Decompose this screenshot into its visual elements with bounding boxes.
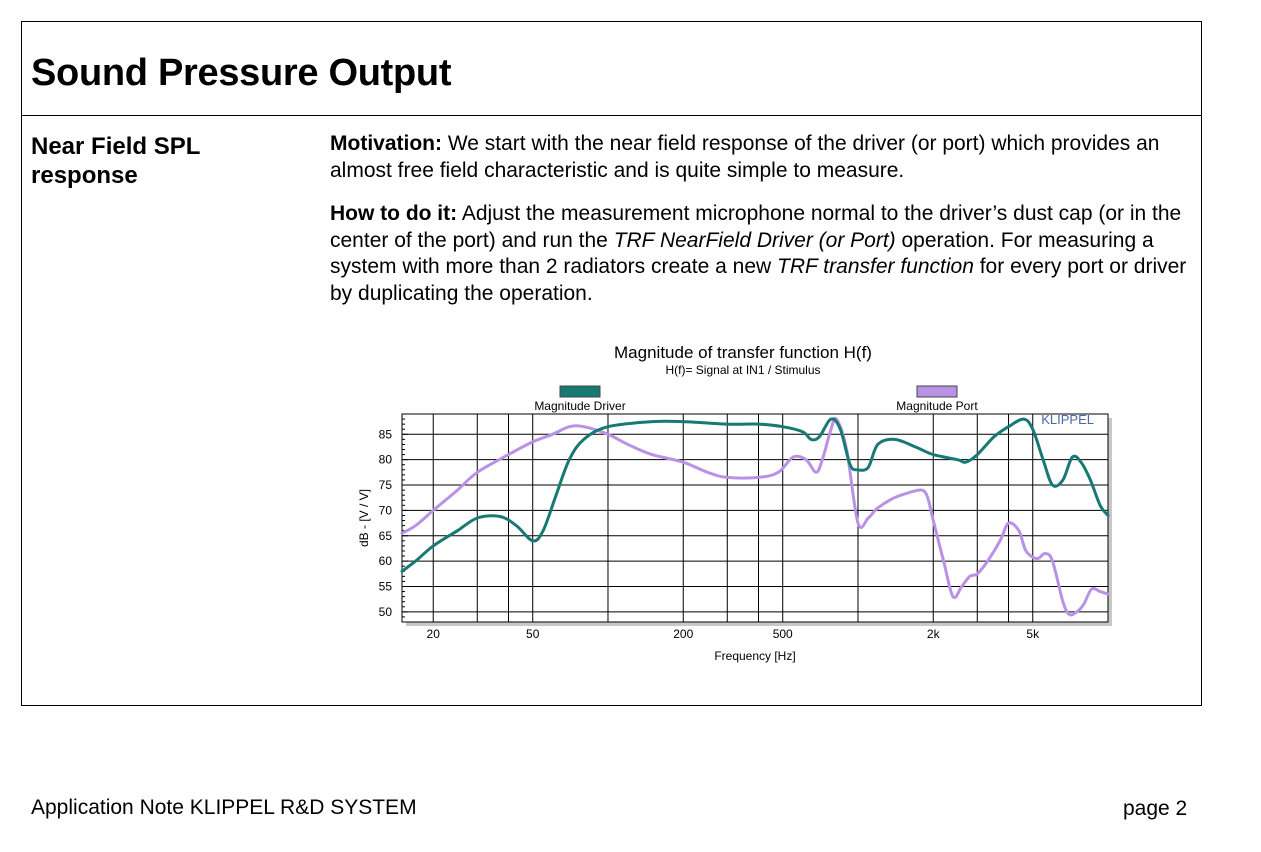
footer-document-name: Application Note KLIPPEL R&D SYSTEM: [31, 796, 417, 819]
y-tick-label: 65: [379, 529, 393, 543]
x-tick-label: 2k: [927, 627, 941, 641]
legend-label: Magnitude Port: [896, 399, 978, 413]
y-tick-label: 80: [379, 453, 393, 467]
section-label: Near Field SPL response: [31, 133, 200, 189]
chart-grid: [402, 414, 1108, 622]
x-tick-label: 200: [673, 627, 693, 641]
motivation-label: Motivation:: [330, 132, 442, 155]
y-tick-label: 70: [379, 503, 393, 517]
how-to-text-3: for every port or driver by duplicating …: [330, 255, 1187, 305]
chart-ticks: 50 55 60 65 70 75 80 85 20 50 200 500 2k 5k: [379, 418, 1040, 641]
chart-title: Magnitude of transfer function H(f): [614, 343, 872, 362]
x-axis-label: Frequency [Hz]: [714, 649, 795, 663]
x-tick-label: 5k: [1026, 627, 1040, 641]
header-divider: [21, 115, 1202, 116]
frequency-response-chart: Magnitude Driver Magnitude Port 50 55 60 65 7…: [357, 385, 1112, 663]
x-tick-label: 20: [427, 627, 441, 641]
x-tick-label: 50: [526, 627, 540, 641]
page-frame: [21, 21, 1202, 706]
motivation-text: We start with the near field response of…: [330, 132, 1160, 182]
klippel-watermark: KLIPPEL: [1041, 412, 1094, 427]
footer-page-number: page 2: [1123, 797, 1188, 820]
y-tick-label: 50: [379, 605, 393, 619]
series-line-driver: [400, 417, 1110, 573]
y-tick-label: 60: [379, 554, 393, 568]
how-to-paragraph: How to do it: Adjust the measurement mic…: [330, 201, 1190, 307]
chart-legend: Magnitude Driver Magnitude Port: [534, 385, 978, 413]
how-to-text-1: Adjust the measurement microphone normal…: [330, 202, 1182, 252]
y-tick-label: 55: [379, 579, 393, 593]
how-to-label: How to do it:: [330, 202, 458, 225]
how-to-operation-name: TRF NearField Driver (or Port): [613, 228, 896, 252]
chart-subtitle: H(f)= Signal at IN1 / Stimulus: [665, 363, 821, 377]
y-tick-label: 75: [379, 478, 393, 492]
legend-label: Magnitude Driver: [534, 399, 625, 413]
series-line-port: [400, 416, 1110, 617]
plot-area: [401, 413, 1109, 623]
y-tick-label: 85: [379, 427, 393, 441]
legend-swatch: [559, 385, 601, 398]
x-tick-label: 500: [773, 627, 793, 641]
legend-swatch: [916, 385, 958, 398]
chart-series: [400, 416, 1110, 617]
motivation-paragraph: Motivation: We start with the near field…: [330, 131, 1190, 184]
how-to-text-2: operation. For measuring a system with m…: [330, 228, 1154, 279]
page-title: Sound Pressure Output: [31, 52, 452, 94]
y-axis-label: dB - [V / V]: [357, 489, 371, 547]
how-to-transfer-function: TRF transfer function: [777, 255, 974, 278]
